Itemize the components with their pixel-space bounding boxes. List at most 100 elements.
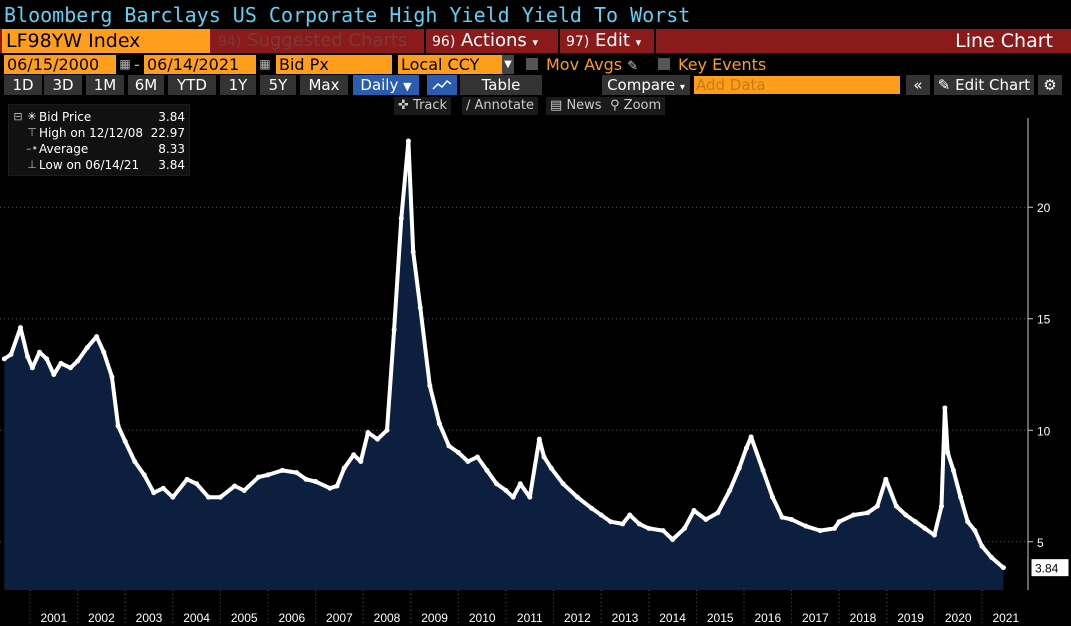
x-tick-label: 2001 — [40, 611, 67, 625]
data-point — [660, 528, 666, 534]
data-point — [598, 512, 604, 518]
data-point — [589, 505, 595, 511]
collapse-square-icon[interactable]: ⊟ — [13, 110, 23, 123]
mov-avgs-label[interactable]: Mov Avgs ✎ — [546, 55, 638, 76]
edit-button[interactable]: 97) Edit ▾ — [566, 29, 641, 53]
data-point — [265, 472, 271, 478]
data-point — [560, 481, 566, 487]
x-tick-label: 2010 — [469, 611, 496, 625]
data-point — [109, 374, 115, 380]
period-button-1d[interactable]: 1D — [4, 75, 42, 95]
data-point — [803, 523, 809, 529]
frequency-select[interactable]: Daily ▼ — [353, 75, 419, 95]
data-point — [391, 327, 397, 333]
legend-row-low: ⊥ Low on 06/14/21 3.84 — [9, 157, 189, 173]
data-point — [646, 525, 652, 531]
currency-select[interactable]: Local CCY — [398, 55, 502, 74]
data-point — [965, 519, 971, 525]
gear-icon[interactable]: ⚙ — [1038, 75, 1062, 95]
data-point — [398, 215, 404, 221]
calendar-icon[interactable]: ▦ — [259, 57, 271, 71]
x-tick-label: 2009 — [421, 611, 448, 625]
caret-down-icon: ▾ — [635, 36, 642, 49]
zoom-tool[interactable]: ⚲ Zoom — [606, 97, 666, 115]
data-point — [893, 503, 899, 509]
data-point — [17, 325, 23, 331]
key-events-label[interactable]: Key Events — [678, 55, 767, 74]
data-point — [384, 427, 390, 433]
period-button-1m[interactable]: 1M — [86, 75, 124, 95]
suggested-charts-button[interactable]: 94) Suggested Charts — [218, 29, 407, 53]
data-point — [682, 525, 687, 531]
x-tick-label: 2016 — [754, 611, 781, 625]
separator — [654, 29, 656, 53]
data-point — [206, 494, 211, 500]
data-point — [29, 365, 35, 371]
field-input[interactable]: Bid Px — [276, 55, 392, 74]
frequency-label: Daily — [360, 76, 399, 94]
period-button-5y[interactable]: 5Y — [260, 75, 296, 95]
start-date-input[interactable]: 06/15/2000 — [4, 55, 116, 74]
data-point — [132, 458, 138, 464]
news-icon: ▤ — [550, 98, 563, 113]
data-point — [294, 470, 300, 476]
period-button-1y[interactable]: 1Y — [220, 75, 256, 95]
news-tool[interactable]: ▤ News — [546, 97, 606, 115]
pencil-icon[interactable]: ✎ — [627, 59, 639, 74]
ticker-field[interactable]: LF98YW Index — [2, 29, 210, 53]
key-events-checkbox[interactable] — [658, 58, 670, 70]
data-point — [303, 476, 309, 482]
edit-number: 97) — [566, 34, 590, 50]
period-button-max[interactable]: Max — [300, 75, 348, 95]
end-date-input[interactable]: 06/14/2021 — [144, 55, 256, 74]
legend-label: High on 12/12/08 — [39, 126, 144, 140]
annotate-label: Annotate — [474, 98, 535, 113]
mov-avgs-checkbox[interactable] — [526, 58, 538, 70]
actions-number: 96) — [432, 34, 456, 50]
chevron-down-icon[interactable]: ▼ — [502, 55, 514, 74]
x-tick-label: 2006 — [278, 611, 305, 625]
data-point — [743, 445, 749, 451]
data-point — [115, 423, 121, 429]
legend-value: 8.33 — [158, 142, 185, 156]
legend-value: 3.84 — [158, 158, 185, 172]
data-point — [548, 465, 554, 471]
data-point — [51, 371, 57, 377]
track-tool[interactable]: ✜ Track — [394, 97, 452, 115]
legend-value: 3.84 — [158, 110, 185, 124]
last-value-label: 3.84 — [1035, 562, 1059, 576]
data-point — [608, 519, 614, 525]
add-data-input[interactable]: Add Data — [694, 76, 900, 94]
period-button-3d[interactable]: 3D — [44, 75, 82, 95]
high-marker-icon: ⊤ — [27, 126, 37, 139]
collapse-icon[interactable]: « — [906, 75, 930, 95]
legend-row-bid-price: ⊟ ✳ Bid Price 3.84 — [9, 109, 189, 125]
data-point — [8, 351, 14, 357]
data-point — [517, 481, 523, 487]
track-label: Track — [413, 98, 448, 113]
data-point — [727, 487, 733, 493]
star-marker-icon: ✳ — [27, 110, 37, 123]
table-button[interactable]: Table — [460, 75, 542, 95]
period-button-ytd[interactable]: YTD — [168, 75, 216, 95]
annotate-tool[interactable]: ∕ Annotate — [462, 97, 539, 115]
caret-down-icon: ▾ — [679, 82, 685, 93]
chart-style-icon[interactable] — [427, 75, 457, 95]
edit-chart-button[interactable]: ✎ Edit Chart — [934, 75, 1034, 95]
period-button-6m[interactable]: 6M — [128, 75, 164, 95]
data-point — [670, 537, 676, 543]
separator — [558, 29, 560, 53]
y-tick-label: 5 — [1037, 536, 1044, 550]
compare-button[interactable]: Compare ▾ — [602, 75, 690, 95]
chart-type-label[interactable]: Line Chart — [955, 30, 1053, 52]
magnifier-icon: ⚲ — [610, 98, 620, 113]
calendar-icon[interactable]: ▦ — [119, 57, 131, 71]
y-tick-label: 20 — [1037, 201, 1051, 215]
y-tick-label: 15 — [1037, 313, 1051, 327]
data-point — [836, 519, 842, 525]
data-point — [636, 521, 642, 527]
actions-button[interactable]: 96) Actions ▾ — [432, 29, 538, 53]
x-tick-label: 2020 — [945, 611, 972, 625]
data-point — [141, 472, 147, 478]
